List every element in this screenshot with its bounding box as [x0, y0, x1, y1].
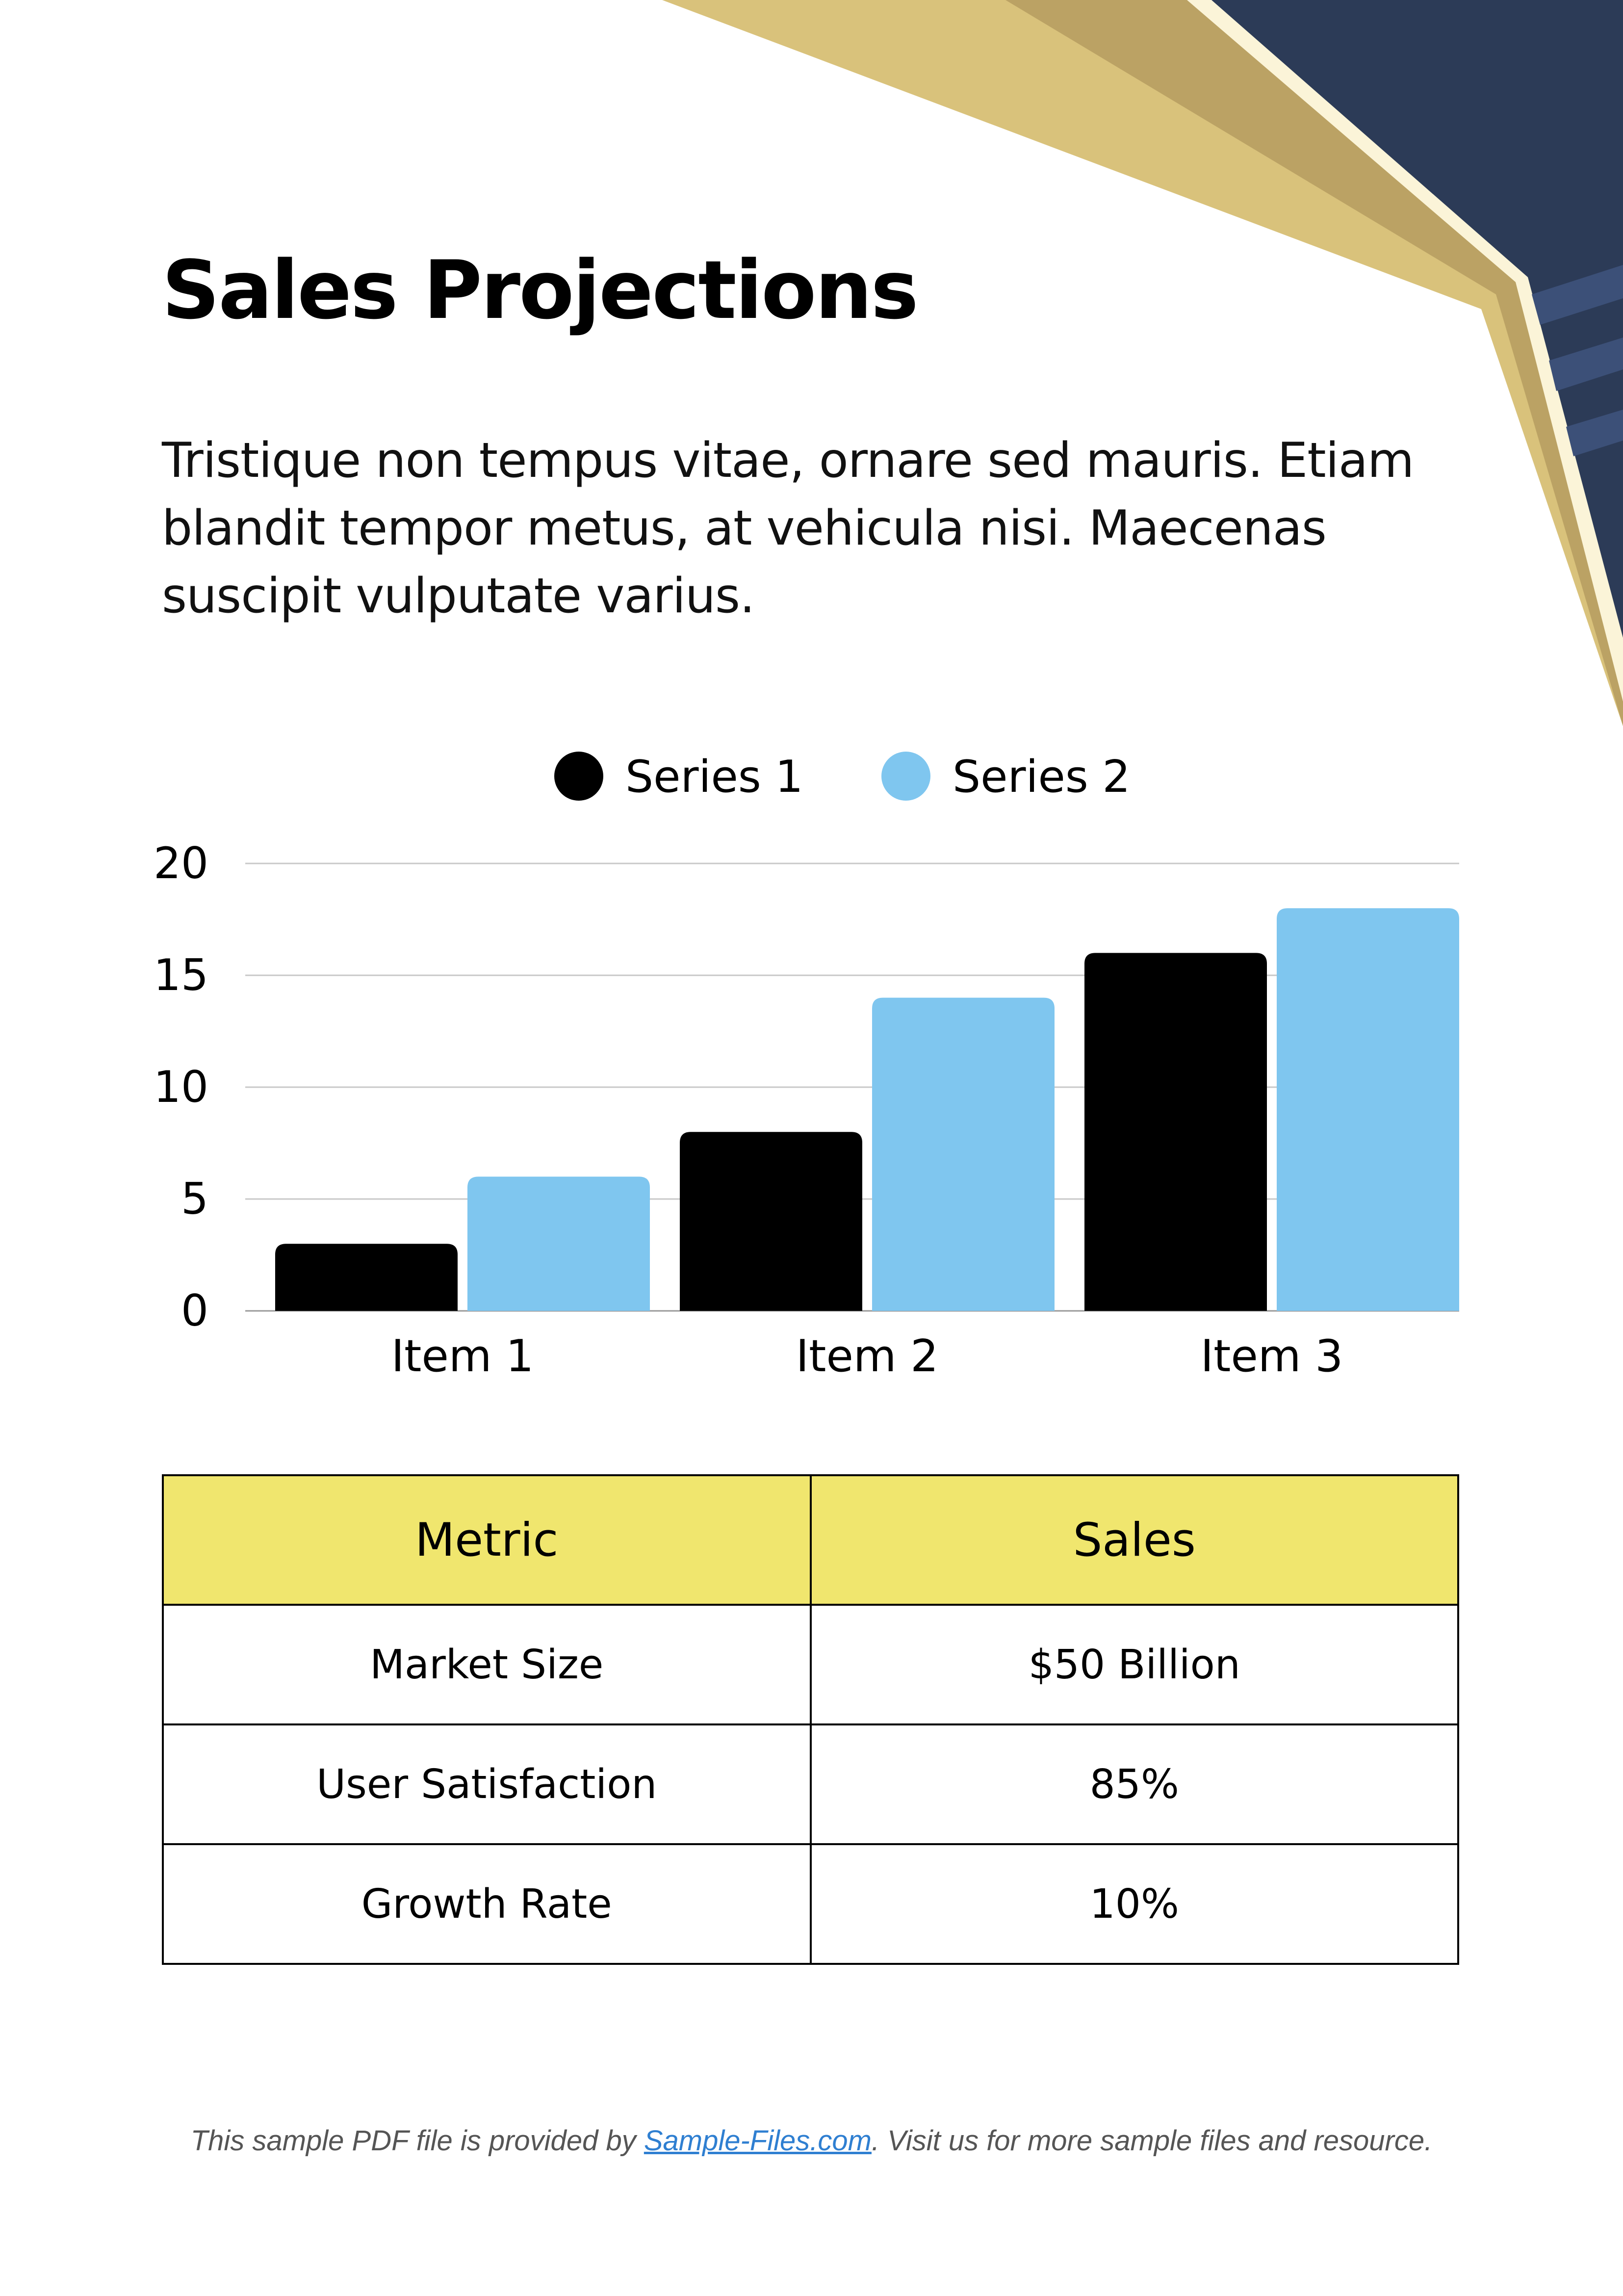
y-tick-label: 20 — [154, 838, 208, 888]
table-cell-value: 85% — [809, 1723, 1459, 1845]
cream-stripe — [1187, 0, 1623, 702]
legend-label: Series 1 — [625, 751, 803, 803]
table-row: User Satisfaction 85% — [162, 1723, 1459, 1845]
bar-1-3 — [1084, 953, 1267, 1311]
chart-bars — [275, 908, 1459, 1311]
footer-note: This sample PDF file is provided by Samp… — [0, 2124, 1623, 2157]
legend-marker — [881, 752, 930, 801]
navy-stripe-2 — [1549, 338, 1623, 391]
chart-x-axis: Item 1 Item 2 Item 3 — [391, 1331, 1343, 1382]
table-cell-metric: User Satisfaction — [162, 1723, 812, 1845]
y-tick-label: 0 — [181, 1285, 208, 1336]
chart-y-axis: 0 5 10 15 20 — [154, 838, 208, 1336]
table-cell-value: $50 Billion — [809, 1604, 1459, 1725]
metrics-table: Metric Sales Market Size $50 Billion Use… — [162, 1474, 1459, 1965]
y-tick-label: 5 — [181, 1174, 208, 1224]
chart-legend: Series 1 Series 2 — [554, 751, 1131, 803]
intro-paragraph: Tristique non tempus vitae, ornare sed m… — [162, 433, 1414, 624]
bar-2-3 — [1277, 908, 1459, 1311]
navy-stripe-3 — [1566, 410, 1623, 456]
table-row: Market Size $50 Billion — [162, 1604, 1459, 1725]
table-cell-metric: Market Size — [162, 1604, 812, 1725]
footer-suffix: . Visit us for more sample files and res… — [871, 2125, 1433, 2157]
legend-marker — [554, 752, 603, 801]
table-header-sales: Sales — [809, 1474, 1459, 1606]
table-row: Growth Rate 10% — [162, 1843, 1459, 1965]
table-header-metric: Metric — [162, 1474, 812, 1606]
table-cell-metric: Growth Rate — [162, 1843, 812, 1965]
footer-prefix: This sample PDF file is provided by — [190, 2125, 644, 2157]
x-tick-label: Item 3 — [1201, 1331, 1343, 1382]
bar-1-2 — [680, 1132, 862, 1311]
x-tick-label: Item 2 — [796, 1331, 939, 1382]
table-header-row: Metric Sales — [162, 1474, 1459, 1606]
y-tick-label: 10 — [154, 1062, 208, 1112]
corner-decoration — [662, 0, 1623, 726]
bar-1-1 — [275, 1244, 458, 1311]
x-tick-label: Item 1 — [391, 1331, 534, 1382]
table-cell-value: 10% — [809, 1843, 1459, 1965]
page-title: Sales Projections — [162, 243, 919, 337]
bar-2-2 — [872, 997, 1055, 1311]
footer-link[interactable]: Sample-Files.com — [644, 2125, 872, 2157]
navy-stripe-1 — [1532, 265, 1623, 325]
navy-panel — [1211, 0, 1623, 638]
y-tick-label: 15 — [154, 950, 208, 1000]
gold-dark-band — [1005, 0, 1623, 726]
legend-label: Series 2 — [953, 751, 1131, 803]
bar-2-1 — [467, 1176, 650, 1311]
